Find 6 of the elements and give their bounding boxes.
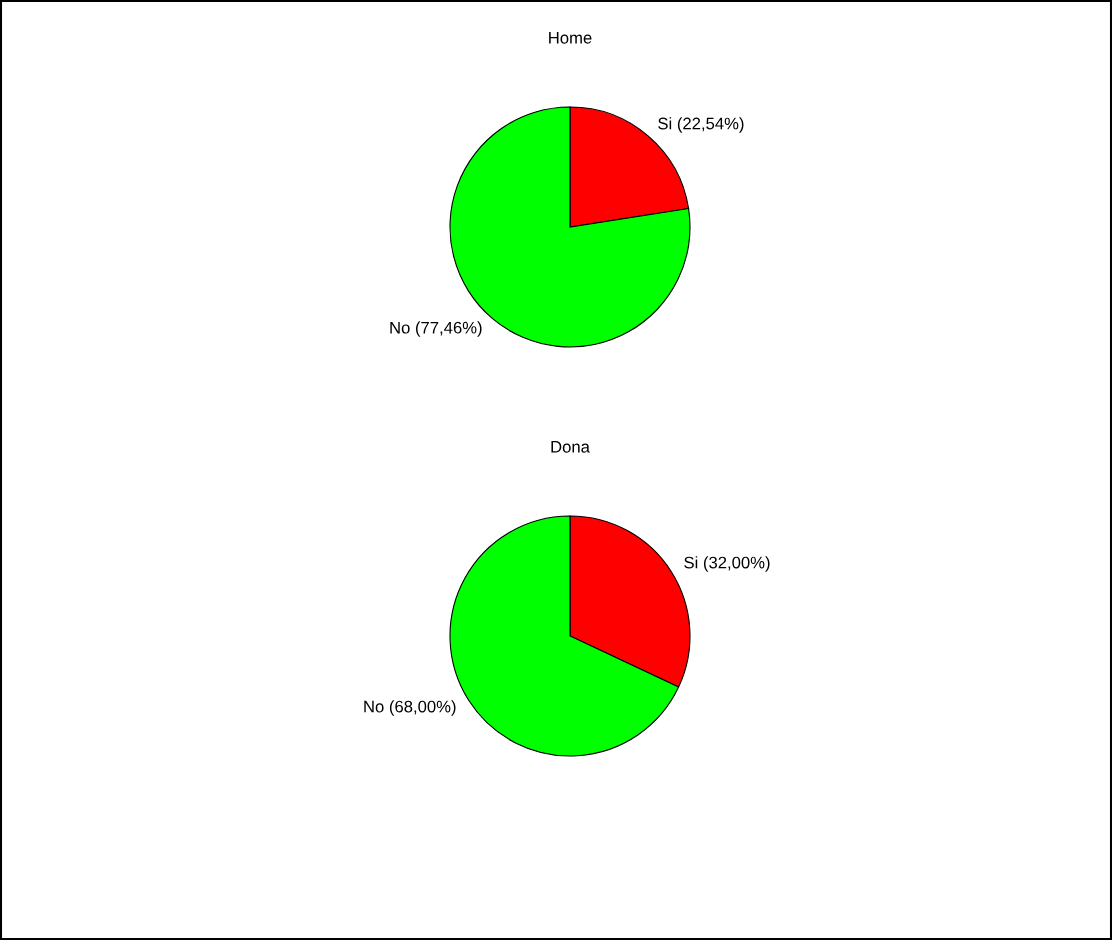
slice-label: No (77,46%) (390, 321, 482, 337)
chart-title: Home (549, 32, 592, 44)
slice-label: No (68,00%) (364, 700, 456, 716)
chart-title: Dona (551, 441, 590, 453)
slice-label: Si (22,54%) (658, 117, 744, 133)
slice-label: Si (32,00%) (684, 556, 770, 572)
